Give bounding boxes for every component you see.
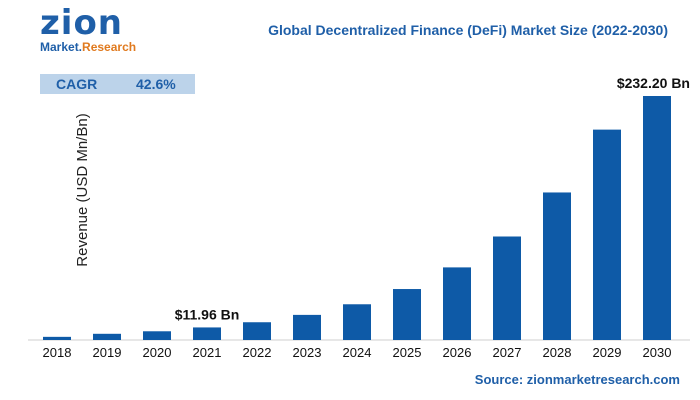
data-label-2021: $11.96 Bn <box>175 306 240 322</box>
bar-2028 <box>543 192 571 340</box>
bar-2020 <box>143 331 171 340</box>
logo-subtext: Market.Research <box>40 40 150 54</box>
logo-sub-a: Market. <box>40 40 83 54</box>
zion-logo: zion Market.Research <box>40 6 150 56</box>
x-tick-label-2018: 2018 <box>43 345 72 360</box>
bar-2023 <box>293 314 321 340</box>
x-tick-label-2026: 2026 <box>443 345 472 360</box>
x-tick-label-2025: 2025 <box>393 345 422 360</box>
bar-2027 <box>493 236 521 340</box>
x-tick-label-2021: 2021 <box>193 345 222 360</box>
x-tick-label-2020: 2020 <box>143 345 172 360</box>
bar-2025 <box>393 289 421 340</box>
chart-title: Global Decentralized Finance (DeFi) Mark… <box>268 22 668 38</box>
bar-2022 <box>243 322 271 340</box>
bar-2018 <box>43 336 71 340</box>
data-label-2030: $232.20 Bn <box>617 75 690 91</box>
bar-2024 <box>343 304 371 340</box>
x-tick-label-2024: 2024 <box>343 345 372 360</box>
x-tick-label-2028: 2028 <box>543 345 572 360</box>
source-text: Source: zionmarketresearch.com <box>474 372 680 387</box>
cagr-box: CAGR 42.6% <box>40 74 195 94</box>
x-tick-label-2022: 2022 <box>243 345 272 360</box>
x-tick-label-2023: 2023 <box>293 345 322 360</box>
cagr-label: CAGR <box>56 76 98 92</box>
x-tick-label-2029: 2029 <box>593 345 622 360</box>
x-tick-label-2027: 2027 <box>493 345 522 360</box>
bar-2030 <box>643 96 671 340</box>
bar-2029 <box>593 129 621 340</box>
bar-2021 <box>193 327 221 340</box>
logo-main-text: zion <box>40 3 124 43</box>
logo-sub-b: Research <box>82 40 137 54</box>
x-tick-label-2019: 2019 <box>93 345 122 360</box>
bar-2019 <box>93 333 121 340</box>
x-tick-label-2030: 2030 <box>643 345 672 360</box>
bar-2026 <box>443 267 471 340</box>
cagr-value: 42.6% <box>136 76 176 92</box>
